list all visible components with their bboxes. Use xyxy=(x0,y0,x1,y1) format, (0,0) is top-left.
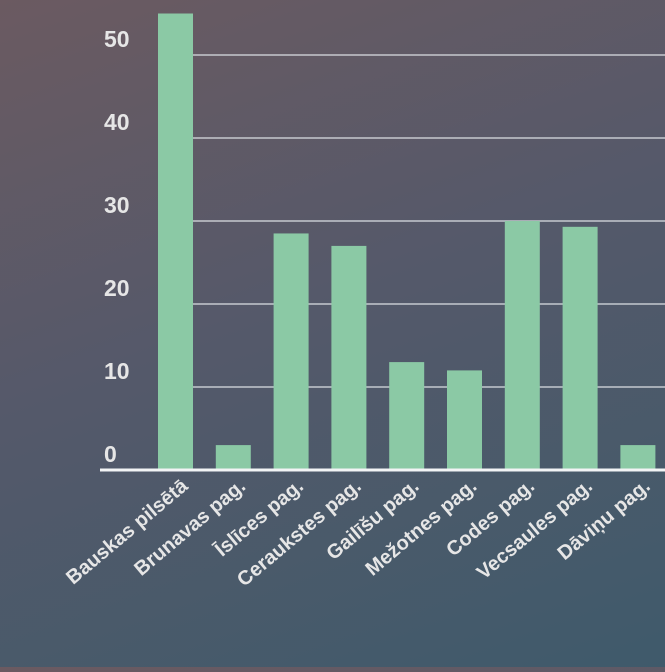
y-tick-labels: 0 10 20 30 40 50 xyxy=(104,26,130,467)
bar xyxy=(620,445,656,470)
y-tick-label: 40 xyxy=(104,109,130,135)
y-tick-label: 10 xyxy=(104,358,130,384)
y-tick-label: 0 xyxy=(104,441,117,467)
bar xyxy=(158,13,193,470)
bar xyxy=(331,245,367,470)
bar xyxy=(447,370,482,470)
y-tick-label: 50 xyxy=(104,26,130,52)
bar xyxy=(504,221,540,470)
y-tick-label: 30 xyxy=(104,192,130,218)
bar-layer xyxy=(158,13,656,470)
y-tick-label: 20 xyxy=(104,275,130,301)
bar xyxy=(562,226,598,470)
bar xyxy=(215,445,251,470)
bar xyxy=(273,233,309,470)
bar xyxy=(389,362,425,470)
